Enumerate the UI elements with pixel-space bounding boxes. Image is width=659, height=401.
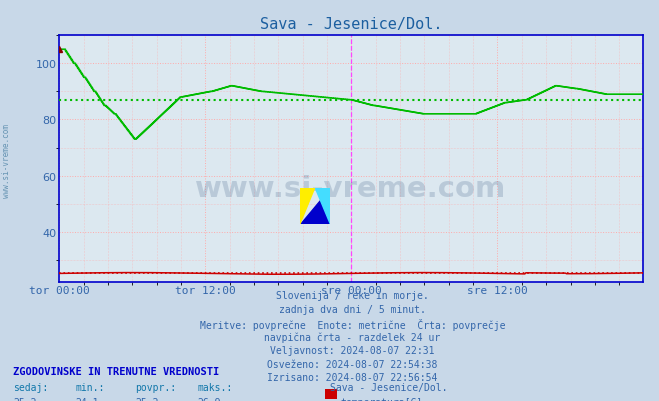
Text: min.:: min.:	[76, 382, 105, 392]
Text: 24,1: 24,1	[76, 397, 100, 401]
Text: sedaj:: sedaj:	[13, 382, 48, 392]
Text: www.si-vreme.com: www.si-vreme.com	[2, 124, 11, 197]
Text: www.si-vreme.com: www.si-vreme.com	[195, 175, 507, 203]
Text: maks.:: maks.:	[198, 382, 233, 392]
Polygon shape	[300, 188, 330, 225]
Text: zadnja dva dni / 5 minut.: zadnja dva dni / 5 minut.	[279, 304, 426, 314]
Text: Veljavnost: 2024-08-07 22:31: Veljavnost: 2024-08-07 22:31	[270, 345, 435, 355]
Text: 25,2: 25,2	[13, 397, 37, 401]
Text: navpična črta - razdelek 24 ur: navpična črta - razdelek 24 ur	[264, 332, 441, 342]
Text: Meritve: povprečne  Enote: metrične  Črta: povprečje: Meritve: povprečne Enote: metrične Črta:…	[200, 318, 505, 330]
Title: Sava - Jesenice/Dol.: Sava - Jesenice/Dol.	[260, 17, 442, 32]
Polygon shape	[315, 188, 330, 225]
Text: ZGODOVINSKE IN TRENUTNE VREDNOSTI: ZGODOVINSKE IN TRENUTNE VREDNOSTI	[13, 366, 219, 376]
Text: Sava - Jesenice/Dol.: Sava - Jesenice/Dol.	[330, 382, 447, 392]
Text: Izrisano: 2024-08-07 22:56:54: Izrisano: 2024-08-07 22:56:54	[268, 373, 438, 383]
Text: povpr.:: povpr.:	[135, 382, 176, 392]
Text: 25,2: 25,2	[135, 397, 159, 401]
Text: 26,9: 26,9	[198, 397, 221, 401]
Text: Slovenija / reke in morje.: Slovenija / reke in morje.	[276, 291, 429, 301]
Text: Osveženo: 2024-08-07 22:54:38: Osveženo: 2024-08-07 22:54:38	[268, 359, 438, 369]
Text: temperatura[C]: temperatura[C]	[340, 397, 422, 401]
Polygon shape	[300, 188, 315, 225]
